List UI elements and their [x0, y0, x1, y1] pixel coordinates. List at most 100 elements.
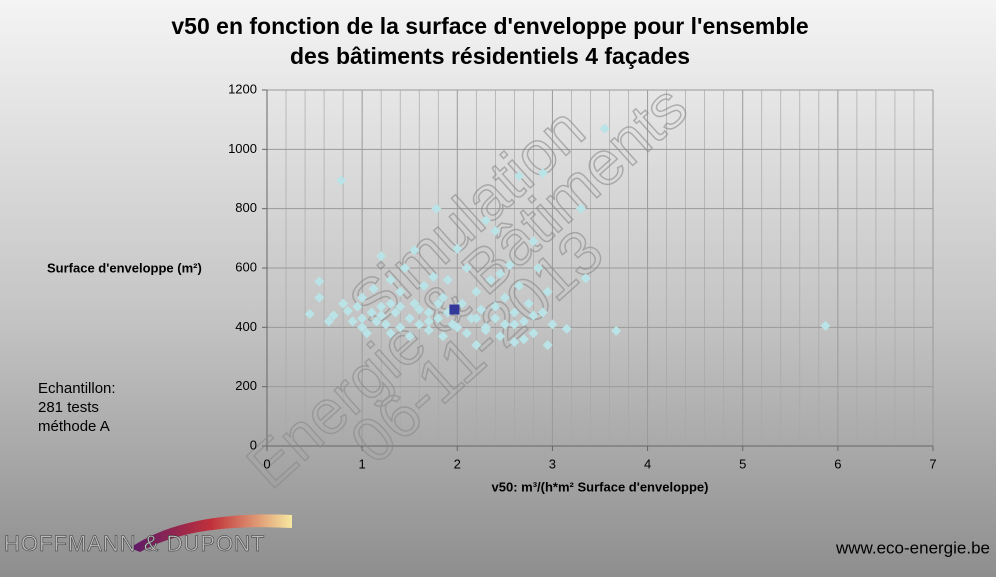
point — [357, 313, 368, 324]
point — [376, 251, 387, 262]
point — [499, 319, 510, 330]
point — [414, 319, 425, 330]
annotation: méthode A — [38, 418, 110, 435]
point — [409, 298, 420, 309]
point — [523, 298, 534, 309]
point — [533, 263, 544, 273]
point — [380, 319, 391, 330]
point — [404, 313, 415, 324]
point — [611, 325, 622, 336]
x-tick-label: 2 — [454, 456, 461, 471]
y-tick-label: 1000 — [228, 141, 257, 156]
point — [385, 298, 396, 309]
chart-title: v50 en fonction de la surface d'envelopp… — [171, 13, 808, 39]
point — [433, 298, 444, 309]
point — [338, 298, 349, 309]
x-tick-label: 1 — [359, 456, 366, 471]
point — [423, 307, 434, 318]
point — [368, 283, 379, 294]
point — [395, 301, 406, 312]
logo-swoosh — [130, 514, 292, 552]
x-tick-label: 0 — [263, 456, 270, 471]
point — [485, 274, 496, 285]
point — [304, 308, 315, 319]
point — [314, 292, 325, 303]
point — [438, 292, 449, 303]
point — [542, 340, 553, 351]
point — [433, 313, 444, 324]
annotation: Echantillon: — [38, 380, 116, 397]
point — [528, 328, 539, 339]
x-tick-label: 4 — [644, 456, 651, 471]
x-tick-label: 6 — [834, 456, 841, 471]
annotation: 281 tests — [38, 399, 99, 416]
point — [423, 325, 434, 336]
point — [528, 236, 539, 247]
point — [490, 225, 501, 236]
point — [385, 274, 396, 285]
point — [509, 307, 520, 318]
point — [431, 203, 442, 214]
point — [820, 320, 831, 331]
point — [352, 301, 363, 312]
point — [599, 123, 610, 134]
point — [575, 203, 586, 214]
point — [414, 304, 425, 315]
point — [409, 245, 420, 256]
point — [438, 331, 449, 342]
point — [509, 319, 520, 330]
point — [428, 271, 439, 282]
point — [376, 301, 387, 312]
point — [518, 334, 529, 345]
point — [357, 322, 368, 333]
point — [504, 260, 515, 271]
y-tick-label: 1200 — [228, 81, 257, 96]
point — [404, 331, 415, 342]
x-axis-label: v50: m³/(h*m² Surface d'enveloppe) — [492, 479, 709, 494]
point — [457, 298, 468, 309]
point — [490, 301, 501, 312]
x-tick-label: 7 — [929, 456, 936, 471]
x-tick-label: 3 — [549, 456, 556, 471]
point — [514, 171, 525, 182]
point — [357, 292, 368, 303]
y-tick-label: 0 — [250, 437, 257, 452]
point — [395, 322, 406, 333]
point — [336, 175, 347, 186]
point — [452, 322, 463, 333]
point — [471, 313, 482, 324]
point — [547, 319, 558, 330]
point — [471, 340, 482, 351]
point — [537, 168, 548, 179]
y-axis-label: Surface d'enveloppe (m²) — [47, 260, 202, 275]
point — [342, 306, 353, 317]
point — [418, 280, 429, 291]
x-tick-label: 5 — [739, 456, 746, 471]
point — [452, 243, 463, 254]
point — [314, 276, 325, 287]
point — [399, 263, 410, 273]
logo: HOFFMANN & DUPONT — [4, 531, 265, 556]
mean-point — [449, 304, 460, 315]
point — [461, 263, 472, 273]
point — [395, 286, 406, 297]
point — [514, 280, 525, 291]
point — [390, 307, 401, 318]
point — [480, 215, 491, 226]
y-tick-label: 200 — [235, 378, 257, 393]
point — [580, 273, 591, 284]
point — [385, 328, 396, 339]
footer: www.eco-energie.be — [835, 538, 990, 557]
point — [542, 286, 553, 297]
point — [476, 304, 487, 315]
point — [509, 337, 520, 348]
point — [328, 310, 339, 321]
point — [347, 316, 358, 327]
point — [537, 307, 548, 318]
y-tick-label: 800 — [235, 200, 257, 215]
point — [366, 307, 377, 318]
point — [471, 286, 482, 297]
point — [361, 328, 372, 339]
